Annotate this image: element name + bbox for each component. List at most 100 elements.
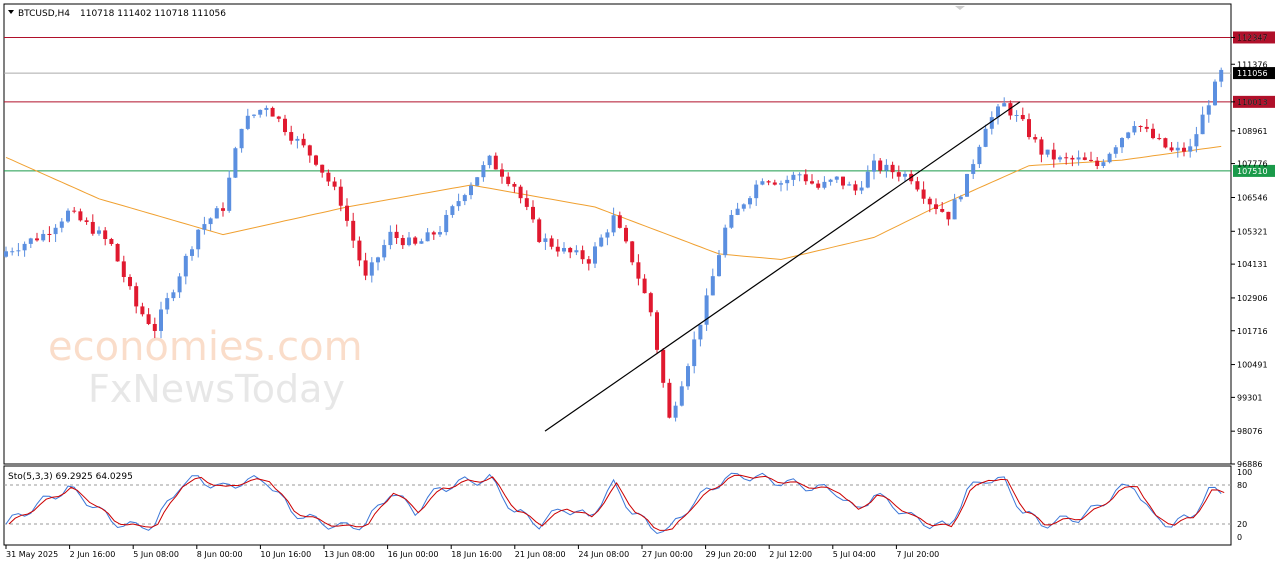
candle-body — [667, 382, 672, 418]
candle-body — [345, 205, 349, 221]
candle-body — [549, 238, 554, 247]
chart-shift-icon[interactable] — [955, 6, 965, 10]
candle-body — [574, 250, 579, 253]
candle-body — [159, 309, 163, 331]
symbol-label: BTCUSD,H4 — [18, 9, 70, 19]
candle-body — [351, 220, 356, 241]
oscillator-plot-frame — [3, 465, 1232, 546]
candle-body — [692, 339, 697, 367]
watermark-fxnewstoday: FxNewsToday — [88, 367, 345, 411]
candle-body — [518, 186, 523, 199]
symbol-dropdown-icon[interactable] — [8, 10, 14, 14]
x-axis-tick-label: 2 Jul 12:00 — [769, 550, 812, 559]
candle-body — [537, 219, 542, 242]
candle-body — [965, 173, 969, 197]
candle-body — [872, 160, 876, 172]
y-axis-tick-label: 110013 — [1237, 98, 1268, 107]
candle-body — [276, 116, 281, 119]
candle-body — [47, 233, 52, 235]
x-axis-tick-label: 10 Jun 16:00 — [260, 550, 311, 559]
candle-body — [53, 227, 58, 235]
candle-body — [655, 312, 659, 350]
candle-body — [624, 227, 628, 242]
candle-body — [841, 176, 845, 186]
candle-body — [636, 262, 641, 279]
candle-body — [1175, 147, 1180, 151]
candle-body — [735, 208, 740, 215]
candle-body — [896, 172, 901, 177]
candle-body — [407, 237, 411, 246]
y-axis-tick-label: 99301 — [1237, 393, 1262, 402]
y-axis-tick-label: 112347 — [1237, 33, 1268, 42]
candle-body — [1188, 146, 1193, 152]
candle-body — [202, 224, 207, 230]
candle-body — [1163, 138, 1168, 148]
oscillator-tick-label: 0 — [1237, 533, 1242, 542]
candle-body — [394, 231, 399, 239]
candle-body — [940, 208, 945, 212]
candle-body — [41, 233, 46, 241]
oscillator-signal-line — [8, 474, 1225, 531]
candle-body — [146, 314, 151, 324]
x-axis-tick-label: 16 Jun 00:00 — [388, 550, 439, 559]
candle-body — [258, 109, 263, 115]
candle-body — [760, 181, 765, 185]
candle-body — [1120, 138, 1124, 148]
candle-body — [171, 292, 176, 299]
price-level-badge-current — [1233, 67, 1275, 80]
main-plot-frame — [3, 3, 1232, 465]
candle-body — [90, 221, 95, 234]
candle-body — [989, 117, 994, 129]
candle-body — [834, 176, 839, 180]
y-axis-tick-label: 107776 — [1237, 160, 1268, 169]
candle-body — [1126, 132, 1131, 139]
candle-body — [865, 171, 870, 188]
candle-body — [884, 164, 889, 171]
candle-body — [673, 405, 678, 418]
candle-body — [500, 169, 504, 177]
oscillator-title: Sto(5,3,3) 69.2925 64.0295 — [8, 472, 133, 482]
candle-body — [1089, 159, 1093, 161]
candle-body — [698, 324, 703, 340]
candle-body — [915, 181, 920, 190]
candle-body — [103, 230, 108, 240]
candle-body — [208, 218, 213, 225]
x-axis-tick-label: 7 Jul 20:00 — [896, 550, 939, 559]
candle-body — [766, 181, 771, 183]
candle-body — [314, 155, 318, 165]
y-axis-tick-label: 105321 — [1237, 227, 1268, 236]
candle-body — [1095, 160, 1100, 167]
candle-body — [183, 255, 188, 277]
candle-body — [605, 232, 610, 238]
candle-body — [425, 232, 430, 242]
candle-body — [121, 261, 126, 277]
candle-body — [450, 206, 455, 215]
candle-body — [301, 138, 306, 146]
x-axis-tick-label: 29 Jun 20:00 — [706, 550, 757, 559]
watermark: economies.com FxNewsToday — [48, 324, 363, 411]
candle-body — [245, 115, 250, 129]
price-level-badge-resistance — [1233, 31, 1275, 44]
candle-body — [84, 220, 89, 222]
candle-body — [307, 145, 312, 156]
candle-body — [1002, 103, 1007, 107]
price-level-badge-resistance — [1233, 95, 1275, 108]
oscillator-tick-label: 80 — [1237, 481, 1247, 490]
candle-body — [779, 183, 783, 185]
price-level-label-support: 107510 — [1237, 167, 1268, 176]
candle-body — [593, 246, 597, 264]
price-level-label-current: 111056 — [1237, 69, 1268, 78]
candle-body — [1039, 139, 1044, 155]
candle-body — [1076, 157, 1081, 160]
candle-body — [506, 176, 511, 184]
candle-body — [59, 221, 64, 228]
candle-body — [512, 183, 517, 187]
candle-body — [810, 181, 814, 184]
candle-body — [772, 182, 777, 185]
candle-body — [729, 214, 734, 228]
watermark-economies: economies.com — [48, 324, 363, 370]
candle-body — [388, 231, 393, 246]
candle-body — [270, 107, 275, 117]
